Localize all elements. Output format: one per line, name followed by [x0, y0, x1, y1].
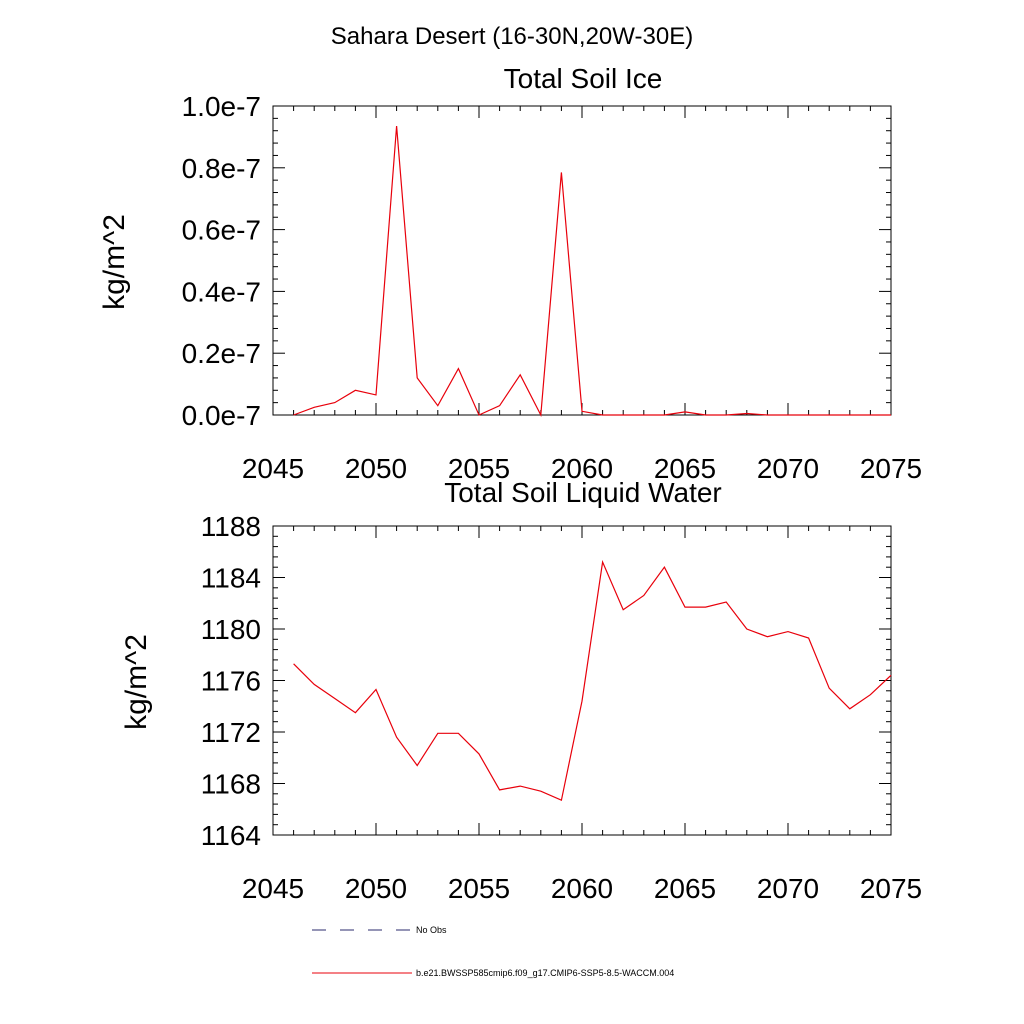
- x-tick-label: 2045: [242, 873, 304, 904]
- x-tick-label: 2065: [654, 873, 716, 904]
- y-tick-label: 1176: [201, 666, 261, 697]
- y-tick-label: 1168: [201, 769, 261, 800]
- legend-model-label: b.e21.BWSSP585cmip6.f09_g17.CMIP6-SSP5-8…: [416, 968, 674, 978]
- y-tick-label: 0.6e-7: [182, 215, 261, 246]
- x-tick-label: 2055: [448, 453, 510, 484]
- y-tick-label: 1188: [201, 511, 261, 542]
- y-tick-label: 0.8e-7: [182, 153, 261, 184]
- x-tick-label: 2045: [242, 453, 304, 484]
- y-tick-label: 1184: [201, 563, 261, 594]
- figure-title: Sahara Desert (16-30N,20W-30E): [331, 23, 693, 50]
- soil-liquid-water-title: Total Soil Liquid Water: [444, 477, 722, 508]
- y-tick-label: 0.0e-7: [182, 400, 261, 431]
- soil-liquid-water-ylabel: kg/m^2: [120, 634, 153, 730]
- y-tick-label: 0.2e-7: [182, 338, 261, 369]
- y-tick-label: 1172: [201, 717, 261, 748]
- soil-ice-ylabel: kg/m^2: [98, 214, 131, 310]
- y-tick-label: 1.0e-7: [182, 91, 261, 122]
- series-line: [293, 559, 892, 802]
- x-tick-label: 2070: [757, 873, 819, 904]
- legend-obs-label: No Obs: [416, 925, 447, 935]
- y-tick-label: 1180: [201, 614, 261, 645]
- x-tick-label: 2050: [345, 873, 407, 904]
- plot-frame: [272, 105, 892, 416]
- y-tick-label: 0.4e-7: [182, 276, 261, 307]
- x-tick-label: 2060: [551, 453, 613, 484]
- series-line: [293, 126, 891, 418]
- x-tick-label: 2055: [448, 873, 510, 904]
- x-tick-label: 2065: [654, 453, 716, 484]
- soil-ice-title: Total Soil Ice: [504, 63, 663, 94]
- y-tick-label: 1164: [201, 820, 261, 851]
- soil-liquid-water-panel: Total Soil Liquid Water kg/m^2 2045 2050 2…: [120, 477, 922, 904]
- plot-frame: [272, 525, 892, 836]
- x-tick-label: 2050: [345, 453, 407, 484]
- x-tick-label: 2060: [551, 873, 613, 904]
- x-tick-label: 2070: [757, 453, 819, 484]
- x-tick-label: 2075: [860, 453, 922, 484]
- soil-ice-panel: Total Soil Ice kg/m^2 2045 2050 2055 2060 20…: [98, 63, 922, 484]
- legend: No Obs b.e21.BWSSP585cmip6.f09_g17.CMIP6…: [312, 925, 674, 978]
- x-tick-label: 2075: [860, 873, 922, 904]
